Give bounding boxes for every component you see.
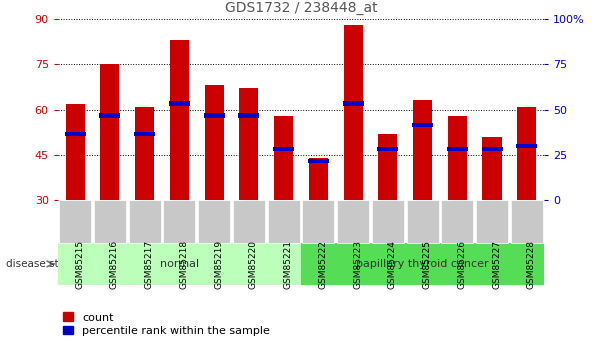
Text: GSM85216: GSM85216 xyxy=(110,240,119,289)
Text: GSM85225: GSM85225 xyxy=(423,240,432,289)
Text: GSM85224: GSM85224 xyxy=(388,240,397,289)
Bar xyxy=(309,158,328,200)
Bar xyxy=(240,88,258,200)
Bar xyxy=(99,114,120,118)
Text: GSM85226: GSM85226 xyxy=(457,240,466,289)
Text: GSM85215: GSM85215 xyxy=(75,240,84,289)
Bar xyxy=(413,100,432,200)
Bar xyxy=(447,147,468,151)
Bar xyxy=(378,147,398,151)
Text: GSM85218: GSM85218 xyxy=(179,240,188,289)
Bar xyxy=(204,86,224,200)
Bar xyxy=(100,64,119,200)
Bar xyxy=(447,116,467,200)
Bar xyxy=(308,159,329,163)
Bar xyxy=(273,147,294,151)
Bar xyxy=(274,116,293,200)
Text: GSM85220: GSM85220 xyxy=(249,240,258,289)
Bar xyxy=(135,107,154,200)
Text: GSM85227: GSM85227 xyxy=(492,240,501,289)
Bar xyxy=(517,107,536,200)
Bar xyxy=(482,147,503,151)
Bar xyxy=(344,25,362,200)
Bar xyxy=(483,137,502,200)
Legend: count, percentile rank within the sample: count, percentile rank within the sample xyxy=(63,313,270,336)
Text: disease state: disease state xyxy=(6,259,75,269)
Text: GSM85222: GSM85222 xyxy=(319,240,327,289)
Bar xyxy=(170,40,189,200)
Text: normal: normal xyxy=(160,259,199,269)
Bar xyxy=(342,101,364,106)
Bar xyxy=(204,114,224,118)
Bar xyxy=(412,122,433,127)
Bar xyxy=(238,114,260,118)
Bar xyxy=(66,104,85,200)
Text: GSM85221: GSM85221 xyxy=(283,240,292,289)
Text: GSM85219: GSM85219 xyxy=(214,240,223,289)
Bar xyxy=(516,144,537,148)
Text: GSM85228: GSM85228 xyxy=(527,240,536,289)
Text: GSM85217: GSM85217 xyxy=(145,240,154,289)
Bar xyxy=(134,131,155,136)
Bar xyxy=(169,101,190,106)
Text: GSM85223: GSM85223 xyxy=(353,240,362,289)
Title: GDS1732 / 238448_at: GDS1732 / 238448_at xyxy=(224,1,378,15)
Bar xyxy=(378,134,398,200)
Bar xyxy=(64,131,86,136)
Text: papillary thyroid cancer: papillary thyroid cancer xyxy=(356,259,489,269)
